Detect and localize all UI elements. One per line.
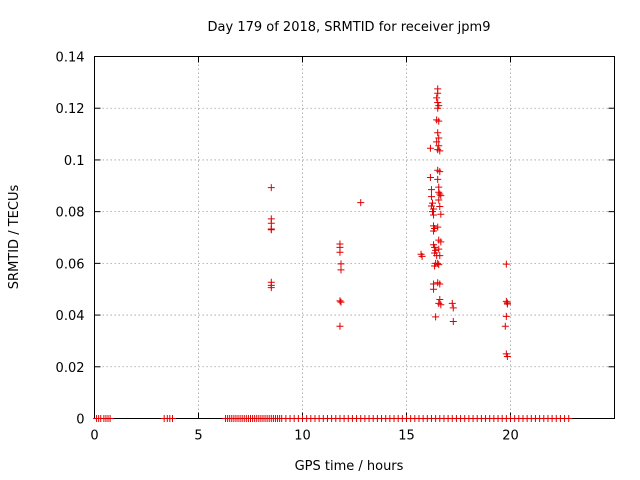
data-point (426, 144, 434, 152)
data-point (436, 280, 444, 288)
data-point (503, 300, 511, 308)
data-point (432, 313, 440, 321)
y-axis-label: SRMTID / TECUs (7, 185, 22, 290)
y-tick-label: 0.04 (56, 309, 85, 324)
y-tick-label: 0.02 (56, 361, 85, 376)
x-tick-label: 0 (90, 429, 98, 444)
y-tick-label: 0.1 (64, 154, 85, 169)
data-point (434, 223, 442, 231)
data-point (336, 248, 344, 256)
data-point (430, 211, 438, 219)
y-tick-label: 0.12 (56, 102, 85, 117)
data-point (267, 284, 275, 292)
x-tick-label: 15 (398, 429, 415, 444)
data-point (502, 312, 510, 320)
data-point (418, 252, 426, 260)
data-point (434, 89, 442, 97)
data-point (436, 296, 444, 304)
data-point (436, 252, 444, 260)
data-point (337, 260, 345, 268)
data-point (449, 304, 457, 312)
data-point (501, 322, 509, 330)
data-point (436, 168, 444, 176)
data-point (436, 190, 444, 198)
x-tick-label: 10 (294, 429, 311, 444)
data-point (337, 298, 345, 306)
data-point (435, 142, 443, 150)
data-point (106, 415, 114, 422)
data-point (429, 208, 436, 216)
data-points (93, 85, 573, 422)
data-point (435, 117, 443, 125)
data-point (502, 260, 510, 268)
data-point (448, 299, 456, 307)
data-point (430, 227, 438, 235)
data-point (336, 322, 344, 330)
data-point (437, 301, 445, 309)
y-tick-label: 0.08 (56, 206, 85, 221)
data-point (336, 297, 344, 305)
data-point (437, 238, 445, 246)
x-tick-label: 20 (502, 429, 519, 444)
data-point (437, 192, 445, 200)
data-point (503, 352, 511, 360)
y-tick-label: 0 (76, 413, 84, 428)
data-point (437, 210, 445, 218)
data-point (169, 415, 176, 422)
data-point (435, 261, 443, 269)
y-tick-label: 0.14 (56, 51, 85, 66)
data-point (449, 318, 457, 326)
x-tick-label: 5 (194, 429, 202, 444)
data-point (267, 184, 275, 192)
data-point (565, 415, 573, 422)
x-axis-label: GPS time / hours (295, 459, 404, 474)
plot-frame (94, 56, 615, 419)
data-point (267, 226, 275, 234)
data-point (436, 147, 444, 155)
data-point (434, 259, 442, 267)
data-point (433, 138, 441, 146)
data-point (426, 174, 434, 182)
data-point (337, 266, 345, 274)
data-point (434, 175, 442, 183)
y-tick-label: 0.06 (56, 257, 85, 272)
data-point (427, 193, 435, 201)
data-point (434, 129, 442, 137)
grid-layer (94, 56, 615, 419)
data-point (435, 196, 443, 204)
data-point (436, 202, 444, 210)
data-point (435, 245, 443, 253)
data-point (427, 186, 435, 194)
data-point (434, 104, 442, 112)
data-point (429, 199, 436, 207)
chart-title: Day 179 of 2018, SRMTID for receiver jpm… (208, 20, 491, 35)
data-point (430, 285, 438, 293)
data-point (435, 134, 443, 142)
ticks-layer: 0 0.02 0.04 0.06 0.08 0.1 0.12 0.14 0 5 10 15 20 (56, 51, 615, 444)
data-point (357, 199, 365, 207)
data-point (433, 94, 441, 102)
